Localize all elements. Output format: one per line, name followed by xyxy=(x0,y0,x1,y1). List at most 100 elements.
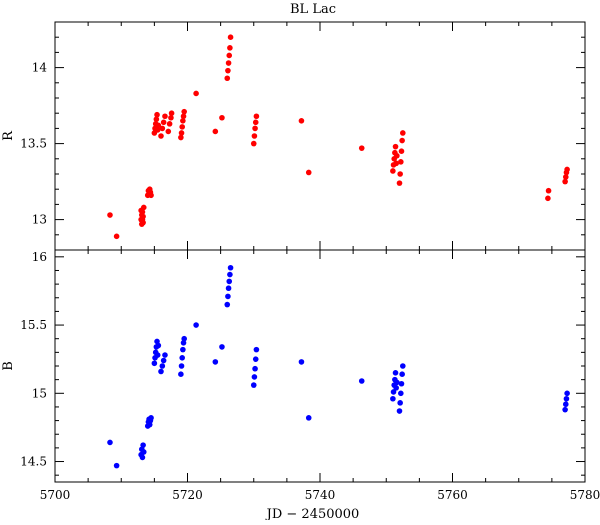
data-point-r xyxy=(212,128,219,135)
data-point-r xyxy=(225,67,231,74)
data-point-b xyxy=(396,408,403,414)
data-point-r xyxy=(252,125,258,132)
data-point-r xyxy=(193,90,199,97)
data-point-r xyxy=(162,113,168,120)
data-point-r xyxy=(155,122,162,129)
data-point-b xyxy=(159,363,166,369)
data-point-r xyxy=(140,213,146,220)
data-point-r xyxy=(564,166,570,173)
data-point-b xyxy=(252,356,259,362)
data-point-b xyxy=(158,368,164,375)
data-point-r xyxy=(393,160,399,167)
data-point-b xyxy=(227,264,234,271)
y-axis-title-r: R xyxy=(1,130,16,141)
data-point-r xyxy=(179,124,185,130)
data-point-r xyxy=(227,34,234,40)
data-point-b xyxy=(250,382,257,388)
data-point-b xyxy=(179,355,185,361)
x-axis-title: JD − 2450000 xyxy=(265,507,360,520)
data-point-r xyxy=(392,143,399,150)
data-point-b xyxy=(305,415,312,421)
data-point-b xyxy=(358,378,365,384)
data-point-b xyxy=(140,449,147,455)
data-point-r xyxy=(140,219,146,226)
data-point-b xyxy=(394,379,400,386)
data-point-r xyxy=(545,195,551,202)
data-point-b xyxy=(139,454,146,461)
panel-frame xyxy=(54,249,586,483)
data-point-b xyxy=(193,322,199,328)
data-point-r xyxy=(394,152,400,159)
data-point-r xyxy=(398,159,404,165)
data-point-b xyxy=(392,370,399,376)
data-point-r xyxy=(252,119,259,126)
data-point-r xyxy=(180,118,186,124)
data-point-b xyxy=(107,439,113,446)
data-point-r xyxy=(224,75,231,82)
data-point-r xyxy=(178,134,184,141)
data-point-r xyxy=(225,60,232,66)
data-point-b xyxy=(398,380,405,387)
data-point-b xyxy=(562,406,568,413)
x-tick-label: 5740 xyxy=(305,488,336,502)
y-tick-label: 13.5 xyxy=(20,137,47,151)
data-point-b xyxy=(393,385,399,391)
data-point-b xyxy=(390,395,396,402)
y-tick-label: 16 xyxy=(32,250,47,264)
data-point-b xyxy=(155,342,162,349)
data-point-b xyxy=(298,359,305,365)
data-point-r xyxy=(154,127,161,133)
data-point-r xyxy=(153,116,160,123)
y-tick-label: 14.5 xyxy=(20,455,47,469)
data-point-b xyxy=(140,442,146,448)
data-point-r xyxy=(165,128,172,135)
data-point-b xyxy=(225,285,232,292)
data-point-r xyxy=(226,52,233,59)
data-point-b xyxy=(398,390,404,397)
data-point-b xyxy=(154,352,161,358)
data-point-b xyxy=(253,346,260,353)
data-point-b xyxy=(564,390,570,397)
data-point-r xyxy=(390,168,396,174)
data-point-r xyxy=(113,233,120,240)
data-point-b xyxy=(252,365,258,372)
data-point-r xyxy=(562,174,569,180)
data-point-b xyxy=(212,359,219,365)
data-point-b xyxy=(226,278,233,285)
data-point-r xyxy=(358,145,365,151)
x-tick-label: 5700 xyxy=(40,488,71,502)
data-point-b xyxy=(224,301,231,308)
data-point-r xyxy=(107,212,113,218)
data-point-b xyxy=(160,357,167,364)
data-point-b xyxy=(251,374,258,380)
data-point-r xyxy=(140,204,147,211)
data-point-r xyxy=(253,113,260,120)
data-point-r xyxy=(160,119,167,126)
x-tick-label: 5760 xyxy=(437,488,468,502)
data-point-r xyxy=(400,130,406,136)
data-point-r xyxy=(251,133,258,139)
data-point-r xyxy=(178,130,185,136)
panel-b: 14.5 15 15.5 16 B xyxy=(1,249,586,483)
data-point-r xyxy=(250,140,257,147)
data-point-b xyxy=(563,395,570,402)
data-point-r xyxy=(396,180,403,186)
y-tick-label: 15 xyxy=(32,386,47,400)
data-point-b xyxy=(399,371,405,377)
data-point-r xyxy=(219,114,225,121)
data-point-r xyxy=(139,209,146,215)
data-point-r xyxy=(545,187,552,194)
data-point-r xyxy=(158,133,164,139)
data-point-b xyxy=(219,344,225,350)
data-point-b xyxy=(181,335,187,342)
data-point-r xyxy=(154,111,160,118)
y-axis-title-b: B xyxy=(1,361,16,371)
data-point-b xyxy=(178,371,184,377)
y-tick-label: 14 xyxy=(32,61,48,75)
data-point-b xyxy=(562,401,569,408)
data-point-r xyxy=(305,169,312,176)
data-point-b xyxy=(225,293,231,300)
data-point-b xyxy=(180,346,186,353)
data-point-r xyxy=(148,192,154,199)
